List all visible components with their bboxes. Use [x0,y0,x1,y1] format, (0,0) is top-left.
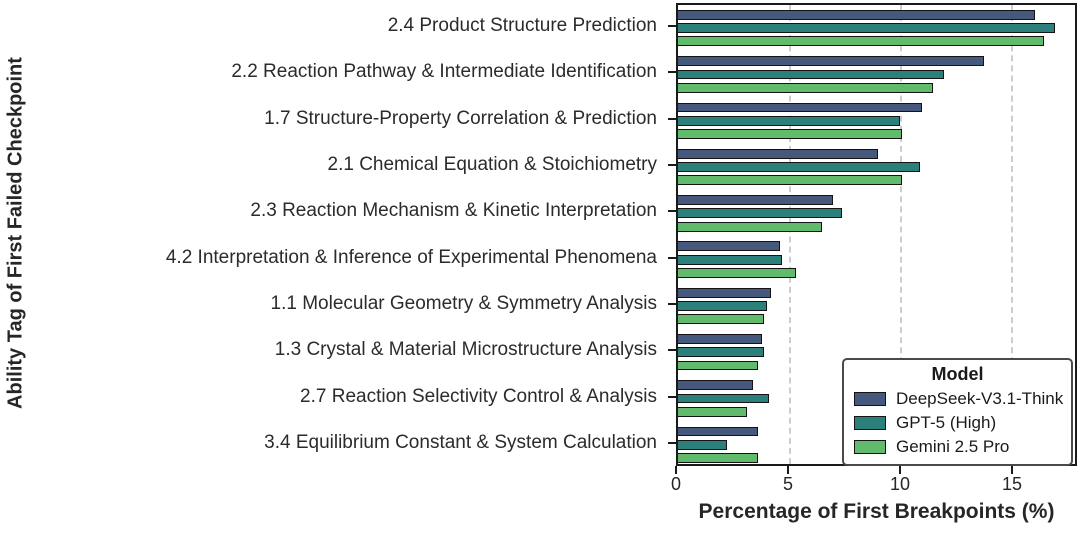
legend-swatch [854,416,886,430]
bar [678,23,1056,34]
bar [678,221,823,232]
category-label: 1.7 Structure-Property Correlation & Pre… [264,107,657,129]
bar [678,267,796,278]
bar-group [678,283,1075,329]
y-tick [668,302,676,305]
bar [678,334,763,344]
bar [678,314,765,325]
bar [678,208,843,219]
bar [678,380,754,391]
gridline [1010,5,1013,464]
bar [678,195,834,205]
y-tick [668,441,676,444]
bar [678,453,758,464]
bar [678,9,1036,20]
gridline [899,5,902,464]
category-label: 2.2 Reaction Pathway & Intermediate Iden… [231,61,657,83]
bar [678,162,920,172]
bar [678,406,747,417]
bar [678,115,900,126]
bar [678,36,1044,47]
legend-entry: DeepSeek-V3.1-Think [854,389,1064,409]
bar-group [678,51,1075,97]
legend-entry: Gemini 2.5 Pro [854,437,1061,457]
category-label: 1.3 Crystal & Material Microstructure An… [274,339,657,361]
legend-entries: DeepSeek-V3.1-Think GPT-5 (High) Gemini 2.… [854,389,1064,457]
legend-label: DeepSeek-V3.1-Think [896,389,1064,408]
bar [678,287,772,298]
bar [678,175,902,186]
y-tick [668,256,676,259]
bar-group [678,98,1075,144]
legend-entry: GPT-5 (High) [854,413,1061,433]
bar-group [678,375,1075,421]
x-tick [1011,466,1014,474]
bar [678,347,765,358]
category-label: 2.1 Chemical Equation & Stoichiometry [327,154,658,176]
bars-container [678,5,1075,464]
y-tick [668,117,676,120]
x-tick-label: 0 [670,474,681,494]
x-axis-title: Percentage of First Breakpoints (%) [698,500,1055,523]
legend-label: GPT-5 (High) [896,413,997,432]
category-label: 2.4 Product Structure Prediction [387,15,657,37]
x-tick-label: 5 [782,474,793,494]
legend: Model DeepSeek-V3.1-Think GPT-5 (High) Gem… [842,358,1073,466]
legend-swatch [854,440,886,454]
bar [678,69,945,80]
bar [678,426,758,437]
bar-group [678,422,1075,468]
legend-title: Model [931,364,984,384]
y-tick [668,71,676,74]
bar [678,148,878,159]
x-tick [675,466,677,474]
y-tick [668,164,676,167]
category-label: 3.4 Equilibrium Constant & System Calcul… [264,431,657,453]
y-tick [668,25,676,28]
bar-group [678,236,1075,282]
bar-group [678,329,1075,375]
x-tick-label: 15 [1002,474,1023,494]
x-tick [787,466,789,474]
plot-area [676,3,1077,466]
bar [678,300,767,311]
category-label: 2.3 Reaction Mechanism & Kinetic Interpr… [250,200,657,222]
bar [678,360,758,371]
category-label: 4.2 Interpretation & Inference of Experi… [165,246,657,268]
bar [678,439,727,450]
category-label: 1.1 Molecular Geometry & Symmetry Analys… [270,292,657,314]
y-tick [668,349,676,352]
bar [678,393,769,404]
bar-group [678,144,1075,190]
x-tick-label: 10 [890,474,911,494]
y-tick [668,395,676,398]
bar [678,129,902,139]
bar [678,82,934,93]
legend-swatch [854,392,886,406]
bar-group [678,190,1075,236]
x-tick [899,466,902,474]
y-tick [668,210,676,213]
legend-label: Gemini 2.5 Pro [896,437,1010,456]
bar [678,56,985,67]
bar [678,254,783,265]
bar [678,102,922,113]
gridline [788,5,791,464]
category-label: 2.7 Reaction Selectivity Control & Analy… [300,385,657,407]
bar-group [678,5,1075,51]
category-labels: 2.4 Product Structure Prediction 2.2 Reac… [0,3,666,466]
bar [678,241,781,252]
